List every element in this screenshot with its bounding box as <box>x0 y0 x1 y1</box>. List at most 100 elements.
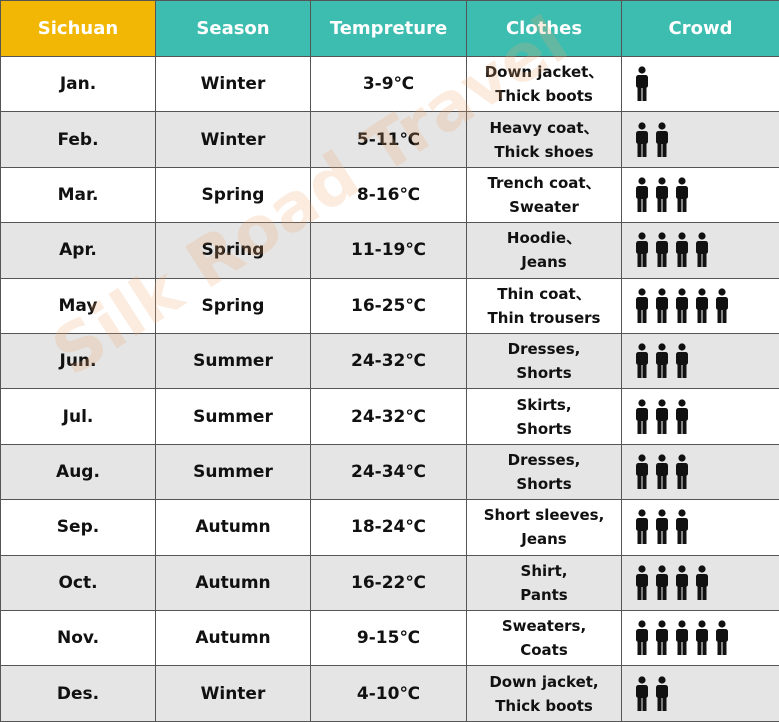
person-leg <box>697 307 702 323</box>
person-leg <box>662 529 667 545</box>
person-icon <box>656 509 668 545</box>
table-row: Mar. Spring 8-16℃ Trench coat、 Sweater <box>0 166 779 224</box>
person-body <box>696 296 708 310</box>
month-cell: Sep. <box>0 499 156 556</box>
person-body <box>696 629 708 643</box>
person-head <box>698 620 706 628</box>
crowd-icons <box>636 509 688 545</box>
person-leg <box>662 363 667 379</box>
clothes-cell: Trench coat、 Sweater <box>466 166 622 224</box>
clothes-line: Shorts <box>516 475 572 494</box>
crowd-cell <box>621 388 779 445</box>
crowd-icons <box>636 343 688 379</box>
person-body <box>696 573 708 587</box>
person-icon <box>636 454 648 490</box>
header-cell: Tempreture <box>310 0 467 57</box>
person-body <box>676 629 688 643</box>
crowd-cell <box>621 499 779 556</box>
month-cell: Jul. <box>0 388 156 445</box>
person-leg <box>637 695 642 711</box>
clothes-line: Shorts <box>516 364 572 383</box>
person-head <box>698 565 706 573</box>
crowd-icons <box>636 66 648 102</box>
person-head <box>638 232 646 241</box>
person-leg <box>657 197 662 213</box>
crowd-icons <box>636 620 728 656</box>
person-body <box>676 186 688 200</box>
clothes-cell: Thin coat、 Thin trousers <box>466 277 622 335</box>
clothes-cell: Dresses, Shorts <box>466 333 622 390</box>
table-row: Jul. Summer 24-32℃ Skirts, Shorts <box>0 388 779 445</box>
person-body <box>676 407 688 421</box>
person-head <box>658 620 666 628</box>
clothes-line: Thick boots <box>495 696 593 715</box>
clothes-line: Jeans <box>521 530 567 549</box>
crowd-cell <box>621 277 779 335</box>
season-cell: Spring <box>155 222 311 279</box>
person-leg <box>642 418 647 434</box>
season-cell: Autumn <box>155 554 311 612</box>
person-icon <box>696 620 708 656</box>
temperature-cell: 24-32℃ <box>310 388 467 445</box>
crowd-icons <box>636 122 668 157</box>
table-row: Aug. Summer 24-34℃ Dresses, Shorts <box>0 443 779 501</box>
person-leg <box>722 307 727 323</box>
person-leg <box>657 474 662 490</box>
person-icon <box>636 122 648 157</box>
person-leg <box>702 584 707 600</box>
person-leg <box>697 252 702 268</box>
person-leg <box>637 252 642 268</box>
temperature-cell: 16-22℃ <box>310 554 467 612</box>
clothes-line: Heavy coat、 <box>489 118 599 137</box>
clothes-line: Trench coat、 <box>487 174 601 193</box>
person-icon <box>636 620 648 656</box>
crowd-icons <box>636 676 668 711</box>
person-leg <box>657 529 662 545</box>
crowd-icons <box>636 565 708 600</box>
person-leg <box>677 363 682 379</box>
person-icon <box>676 232 688 268</box>
person-icon <box>696 565 708 600</box>
person-body <box>676 241 688 255</box>
clothes-cell: Sweaters, Coats <box>466 610 622 667</box>
crowd-cell <box>621 333 779 390</box>
header-cell: Sichuan <box>0 0 156 57</box>
person-head <box>638 177 646 185</box>
person-icon <box>636 177 648 213</box>
person-body <box>656 573 668 587</box>
temperature-cell: 16-25℃ <box>310 277 467 335</box>
person-leg <box>662 695 667 711</box>
temperature-cell: 3-9℃ <box>310 55 467 113</box>
table-row: Apr. Spring 11-19℃ Hoodie、 Jeans <box>0 222 779 279</box>
person-leg <box>682 584 687 600</box>
table-row: Jun. Summer 24-32℃ Dresses, Shorts <box>0 333 779 390</box>
person-head <box>658 232 666 241</box>
person-head <box>658 288 666 296</box>
person-leg <box>682 252 687 268</box>
person-leg <box>637 418 642 434</box>
person-body <box>656 518 668 532</box>
person-icon <box>656 620 668 656</box>
person-leg <box>702 307 707 323</box>
person-leg <box>657 307 662 323</box>
person-head <box>658 676 666 684</box>
person-leg <box>702 640 707 656</box>
table-body: Jan. Winter 3-9℃ Down jacket、 Thick boots Feb… <box>0 55 779 722</box>
person-head <box>678 343 686 351</box>
crowd-cell <box>621 610 779 667</box>
month-cell: May <box>0 277 156 335</box>
person-leg <box>677 418 682 434</box>
person-leg <box>677 529 682 545</box>
clothes-cell: Hoodie、 Jeans <box>466 222 622 279</box>
person-icon <box>636 676 648 711</box>
person-body <box>676 573 688 587</box>
person-head <box>658 399 666 407</box>
header-cell: Clothes <box>466 0 622 57</box>
person-icon <box>676 399 688 434</box>
person-leg <box>637 141 642 157</box>
person-icon <box>656 565 668 600</box>
temperature-cell: 24-34℃ <box>310 443 467 501</box>
person-head <box>658 454 666 462</box>
